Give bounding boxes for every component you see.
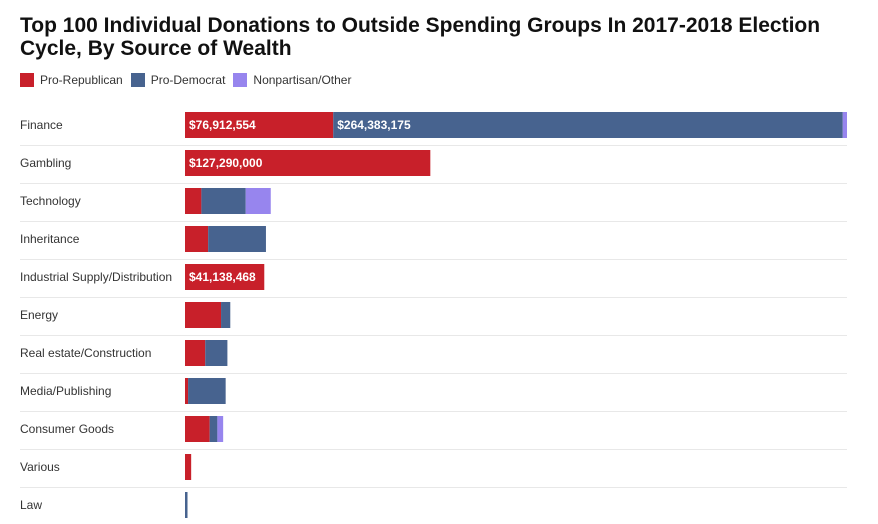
row-media-publishing: Media/Publishing xyxy=(20,373,847,404)
bar-segment-pro-democrat[interactable] xyxy=(188,378,226,404)
bar-segment-pro-democrat[interactable] xyxy=(221,302,231,328)
bar-segment-pro-democrat[interactable] xyxy=(201,188,246,214)
bar-segment-pro-republican[interactable] xyxy=(185,340,206,366)
bar-segment-pro-republican[interactable] xyxy=(185,454,192,480)
legend-swatch-nonpartisan-other xyxy=(233,73,248,87)
legend-item-pro-republican[interactable]: Pro-Republican xyxy=(20,73,123,87)
legend-item-nonpartisan-other[interactable]: Nonpartisan/Other xyxy=(233,73,351,87)
legend-label: Pro-Republican xyxy=(40,73,123,87)
row-technology: Technology xyxy=(20,183,847,214)
bar-segment-pro-republican[interactable] xyxy=(185,302,222,328)
legend: Pro-Republican Pro-Democrat Nonpartisan/Ot… xyxy=(20,72,359,88)
bar-segment-pro-democrat[interactable] xyxy=(209,416,218,442)
bar-segment-nonpartisan-other[interactable] xyxy=(245,188,271,214)
legend-swatch-pro-democrat xyxy=(130,73,145,87)
row-industrial-supply-distribution: Industrial Supply/Distribution $41,138,46… xyxy=(20,259,847,290)
legend-swatch-pro-republican xyxy=(20,73,34,87)
bar-segment-nonpartisan-other[interactable] xyxy=(842,112,847,138)
bar-segment-nonpartisan-other[interactable] xyxy=(217,416,224,442)
bar-value-label: $41,138,468 xyxy=(189,270,256,284)
row-real-estate-construction: Real estate/Construction xyxy=(20,335,847,366)
category-label: Finance xyxy=(20,118,63,132)
bar-segment-pro-republican[interactable] xyxy=(185,378,189,404)
category-label: Media/Publishing xyxy=(20,384,111,398)
bar-segment-pro-republican[interactable] xyxy=(185,188,202,214)
row-law: Law xyxy=(20,487,847,518)
category-label: Inheritance xyxy=(20,232,80,246)
bar-segment-pro-republican[interactable] xyxy=(185,112,334,138)
category-label: Gambling xyxy=(20,156,71,170)
bar-segment-pro-republican[interactable] xyxy=(185,150,431,176)
legend-label: Nonpartisan/Other xyxy=(253,73,352,87)
category-label: Technology xyxy=(20,194,81,208)
chart-title: Top 100 Individual Donations to Outside … xyxy=(20,14,821,60)
bar-segment-pro-democrat[interactable] xyxy=(185,492,188,518)
legend-item-pro-democrat[interactable]: Pro-Democrat xyxy=(130,73,226,87)
category-label: Consumer Goods xyxy=(20,422,114,436)
row-energy: Energy xyxy=(20,297,847,328)
bar-segment-pro-democrat[interactable] xyxy=(333,112,843,138)
bar-segment-pro-republican[interactable] xyxy=(185,226,209,252)
bar-value-label: $127,290,000 xyxy=(189,156,263,170)
category-label: Energy xyxy=(20,308,58,322)
bar-segment-pro-republican[interactable] xyxy=(185,264,265,290)
category-label: Real estate/Construction xyxy=(20,346,151,360)
bar-segment-pro-republican[interactable] xyxy=(185,416,210,442)
bar-value-label: $76,912,554 xyxy=(189,118,256,132)
category-label: Industrial Supply/Distribution xyxy=(20,270,172,284)
bar-value-label: $264,383,175 xyxy=(337,118,411,132)
row-gambling: Gambling $127,290,000 xyxy=(20,145,847,176)
row-consumer-goods: Consumer Goods xyxy=(20,411,847,442)
bar-segment-pro-democrat[interactable] xyxy=(208,226,266,252)
category-label: Various xyxy=(20,460,60,474)
category-label: Law xyxy=(20,498,42,512)
row-inheritance: Inheritance xyxy=(20,221,847,252)
legend-label: Pro-Democrat xyxy=(150,73,226,87)
row-various: Various xyxy=(20,449,847,480)
bar-segment-pro-democrat[interactable] xyxy=(205,340,228,366)
row-finance: Finance $76,912,554 $264,383,175 xyxy=(20,112,847,138)
